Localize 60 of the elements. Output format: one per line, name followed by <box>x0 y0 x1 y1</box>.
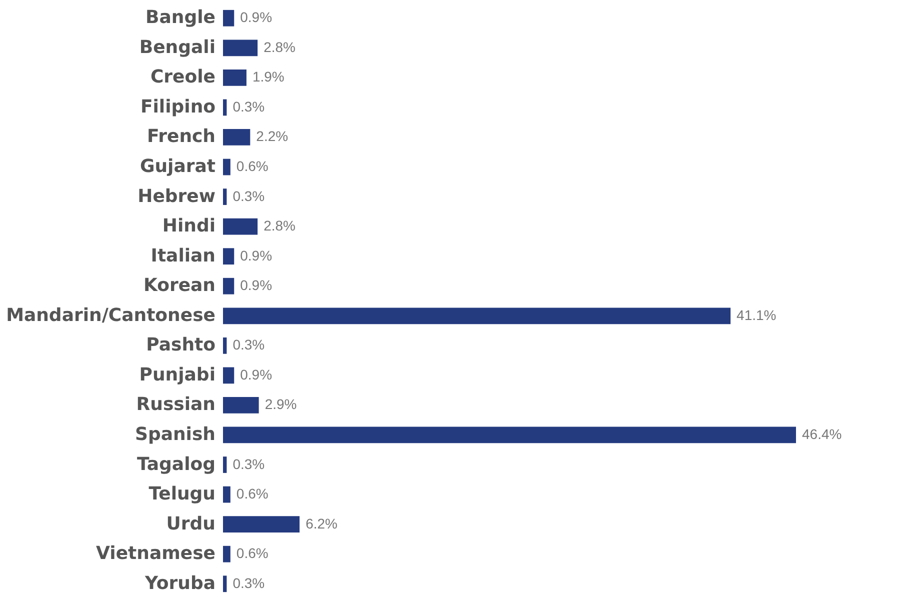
bar <box>223 516 300 532</box>
y-tick-label: Bangle <box>146 7 216 28</box>
data-label: 2.2% <box>256 128 288 144</box>
data-label: 1.9% <box>252 68 284 85</box>
bar <box>223 486 230 503</box>
y-tick-label: Punjabi <box>139 364 216 386</box>
bar <box>223 188 227 205</box>
data-label: 0.3% <box>232 456 265 472</box>
bar <box>223 546 230 562</box>
y-tick-label: Filipino <box>140 96 216 118</box>
y-tick-label: Vietnamese <box>96 543 216 564</box>
y-tick-label: Tagalog <box>136 454 216 475</box>
data-label: 2.9% <box>264 396 297 412</box>
data-label: 0.9% <box>240 9 272 26</box>
y-tick-label: Hindi <box>162 216 216 237</box>
data-label: 0.9% <box>240 247 272 264</box>
bar <box>223 70 246 86</box>
data-label: 2.8% <box>264 38 296 55</box>
data-label: 46.4% <box>802 426 842 442</box>
data-label: 0.9% <box>240 366 272 382</box>
data-label: 6.2% <box>306 515 338 532</box>
bar <box>223 426 796 444</box>
y-tick-label: Telugu <box>148 484 216 505</box>
y-tick-label: Spanish <box>134 424 216 445</box>
y-tick-label: Russian <box>136 394 216 416</box>
data-label: 0.3% <box>232 574 265 591</box>
y-tick-label: Italian <box>150 245 216 266</box>
bar <box>223 367 234 384</box>
data-label: 2.8% <box>264 218 296 234</box>
y-tick-label: Hebrew <box>138 186 216 207</box>
data-label: 0.3% <box>232 336 265 353</box>
y-tick-label: French <box>146 126 216 148</box>
y-tick-label: Urdu <box>166 513 216 534</box>
y-tick-label: Gujarat <box>140 156 216 178</box>
y-tick-label: Mandarin/Cantonese <box>6 304 216 326</box>
data-label: 0.6% <box>236 545 268 562</box>
bar <box>223 10 234 26</box>
bar <box>223 576 227 592</box>
data-label: 0.6% <box>236 158 268 174</box>
bar <box>223 456 227 473</box>
bar <box>223 40 258 56</box>
bar <box>223 308 731 324</box>
y-tick-label: Bengali <box>139 36 216 58</box>
y-tick-label: Yoruba <box>144 572 216 594</box>
bar <box>223 397 259 414</box>
data-label: 0.9% <box>240 277 272 294</box>
y-tick-label: Creole <box>150 66 216 88</box>
bar <box>223 248 234 265</box>
data-label: 41.1% <box>736 306 776 323</box>
data-label: 0.3% <box>232 188 265 204</box>
bar <box>223 337 227 354</box>
bar <box>223 99 227 116</box>
y-tick-label: Korean <box>143 275 216 296</box>
bar <box>223 218 258 235</box>
data-label: 0.3% <box>232 98 265 114</box>
bar <box>223 158 230 176</box>
data-label: 0.6% <box>236 486 268 502</box>
y-tick-label: Pashto <box>146 334 216 356</box>
bar <box>223 129 250 146</box>
bar <box>223 278 234 294</box>
